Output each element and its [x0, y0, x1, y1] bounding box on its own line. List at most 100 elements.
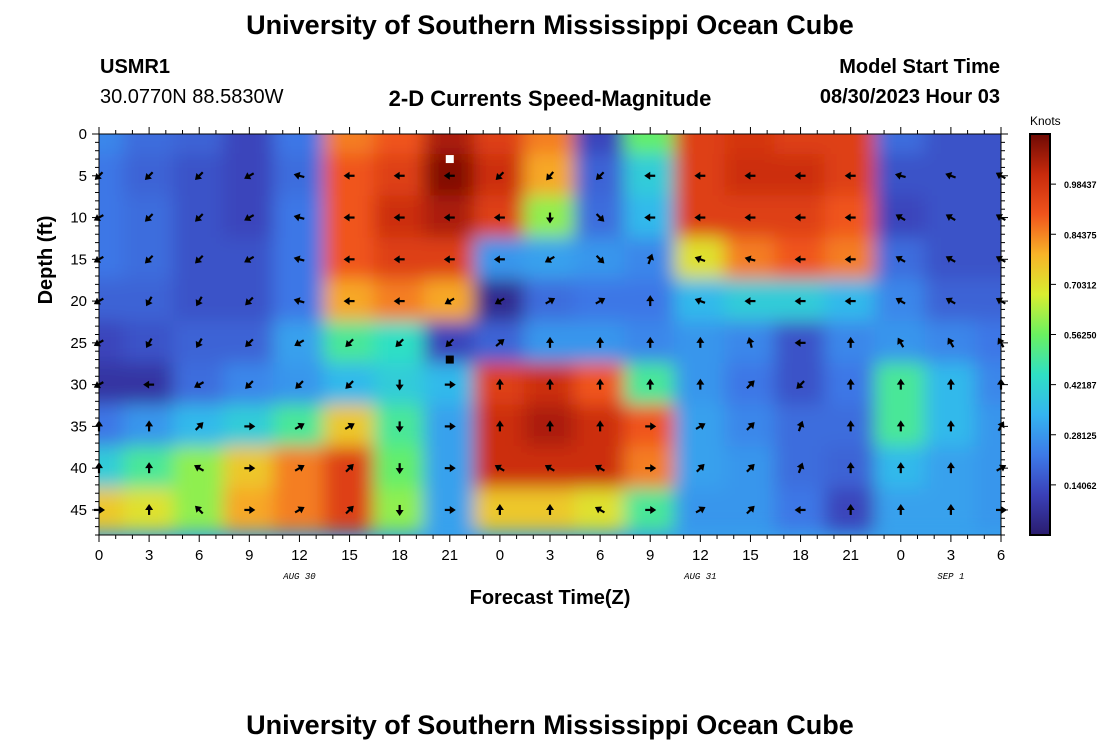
current-arrow [144, 213, 154, 222]
current-arrow [343, 171, 355, 180]
current-arrow [293, 213, 305, 222]
current-arrow [195, 296, 203, 307]
heatmap-cell [774, 134, 827, 156]
current-arrow [844, 171, 856, 180]
current-arrow [345, 380, 354, 389]
date-label: AUG 30 [282, 572, 316, 582]
current-arrow [544, 464, 555, 472]
current-arrow [644, 213, 656, 222]
current-arrow [493, 255, 505, 264]
current-arrow [645, 422, 657, 431]
current-arrow [696, 336, 705, 348]
x-axis-label: Forecast Time(Z) [470, 587, 631, 609]
current-arrow [494, 464, 505, 472]
heatmap-cell [273, 134, 326, 156]
x-tick-label: 3 [145, 547, 153, 564]
current-arrow [644, 171, 656, 180]
current-arrow [345, 463, 354, 473]
current-arrow [194, 213, 204, 222]
current-arrow [694, 213, 706, 222]
current-arrow [695, 422, 706, 430]
colorbar-tick-label: 0.70312 [1064, 280, 1097, 290]
current-arrow [293, 171, 305, 180]
current-arrow [444, 464, 456, 473]
heatmap-cell [99, 153, 126, 198]
current-arrow [844, 297, 856, 306]
current-arrow [144, 254, 154, 264]
current-arrow [746, 337, 755, 348]
current-arrow [444, 422, 456, 431]
colorbar-tick-label: 0.14062 [1064, 481, 1097, 491]
heatmap-cell [99, 404, 126, 449]
current-arrow [245, 338, 254, 348]
current-arrow [744, 297, 756, 306]
x-tick-label: 0 [897, 547, 905, 564]
current-arrow [946, 378, 955, 390]
heatmap-cell [423, 134, 476, 156]
y-tick-label: 30 [70, 377, 87, 394]
heatmap-cell [574, 134, 627, 156]
current-arrow [94, 171, 104, 181]
current-arrow [796, 462, 805, 474]
station-id: USMR1 [100, 56, 171, 78]
current-arrow [744, 171, 756, 180]
current-arrow [444, 380, 456, 389]
current-arrow [244, 505, 256, 514]
current-arrow [244, 464, 256, 473]
y-tick-label: 0 [79, 126, 87, 143]
heatmap-cell [974, 153, 1001, 198]
current-arrow [145, 503, 154, 515]
current-arrow [546, 378, 554, 390]
heatmap-cell [99, 320, 126, 365]
x-tick-label: 6 [596, 547, 604, 564]
heatmap-cell [99, 279, 126, 323]
current-arrow [495, 378, 504, 390]
heatmap-cell [974, 404, 1001, 449]
axes: 0 3 6 9 12 15 18 21 0 3 6 9 12 15 18 21 0 3 6 AUG 30 AUG 31 S… [70, 126, 1008, 582]
current-arrow [895, 297, 906, 305]
current-arrow [345, 505, 354, 515]
current-arrow [244, 214, 255, 222]
heatmap-cell [724, 134, 777, 156]
x-tick-label: 12 [291, 547, 308, 564]
current-arrow [895, 214, 906, 222]
current-arrow [545, 297, 556, 305]
y-tick-label: 15 [70, 251, 87, 268]
current-arrow [846, 503, 855, 515]
heatmap-cell [173, 134, 226, 156]
current-arrow [897, 337, 905, 348]
current-arrow [495, 171, 505, 181]
current-arrow [194, 464, 205, 472]
x-tick-label: 6 [997, 547, 1005, 564]
current-arrow [544, 255, 555, 263]
heatmap-cell [523, 134, 577, 156]
current-arrow [744, 213, 756, 222]
x-tick-label: 15 [742, 547, 759, 564]
current-arrow [395, 379, 404, 391]
current-arrow [294, 464, 305, 472]
current-arrow [145, 420, 154, 432]
heatmap-cell [99, 237, 126, 282]
colorbar-tick-label: 0.84375 [1064, 230, 1097, 240]
y-tick-label: 25 [70, 335, 87, 352]
current-arrow [143, 380, 155, 389]
x-tick-label: 9 [245, 547, 253, 564]
current-arrow [395, 504, 404, 516]
current-arrow [546, 503, 554, 515]
current-arrow [946, 462, 955, 474]
current-arrow [195, 337, 203, 349]
current-arrow [144, 171, 154, 181]
current-arrow [696, 463, 705, 473]
colorbar-tick-label: 0.98437 [1064, 180, 1097, 190]
current-arrow [546, 212, 554, 224]
current-arrow [645, 464, 657, 473]
y-tick-label: 40 [70, 460, 87, 477]
current-arrow [295, 380, 304, 389]
current-arrow [945, 255, 956, 263]
page-title: University of Southern Mississippi Ocean… [246, 10, 854, 40]
heatmap-cell [99, 134, 126, 156]
colorbar-gradient [1029, 133, 1051, 536]
marker-white [445, 155, 454, 164]
x-tick-label: 9 [646, 547, 654, 564]
current-arrow [746, 505, 755, 515]
